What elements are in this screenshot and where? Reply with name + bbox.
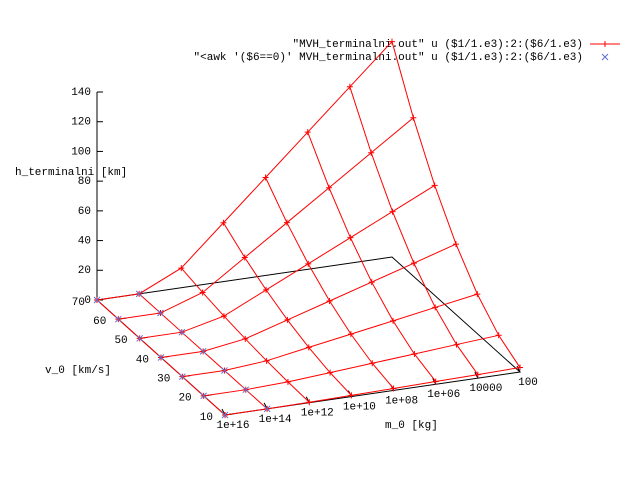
surface-point xyxy=(389,208,396,215)
surface-point xyxy=(411,350,418,357)
legend-label: "<awk '($6==0)' MVH_terminalni.out" u ($… xyxy=(194,52,583,64)
surface-point xyxy=(495,332,502,339)
surface-line xyxy=(160,243,457,358)
y-tick-label: 60 xyxy=(93,316,106,328)
surface-point xyxy=(262,174,269,181)
surface-line xyxy=(96,41,393,301)
surface-point xyxy=(347,234,354,241)
zero-point xyxy=(114,315,122,323)
zero-point xyxy=(178,373,186,381)
zero-point xyxy=(199,348,207,355)
x-tick-label: 1e+10 xyxy=(343,401,376,413)
surface-line xyxy=(139,184,435,339)
surface-point xyxy=(284,378,291,385)
surface-point xyxy=(390,317,397,324)
z-tick-label: 20 xyxy=(78,265,91,277)
surface-point xyxy=(474,291,481,298)
surface-point xyxy=(220,219,227,226)
surface-point xyxy=(347,331,354,338)
surface-point xyxy=(517,364,523,371)
zero-point xyxy=(135,290,143,298)
zero-point xyxy=(200,392,208,400)
surface-point xyxy=(348,392,355,399)
z-tick-label: 120 xyxy=(71,117,91,129)
y-axis-label: v_0 [km/s] xyxy=(45,365,111,377)
y-tick-label: 40 xyxy=(136,354,149,366)
surface-point xyxy=(390,385,397,392)
surface-point xyxy=(305,344,312,351)
y-tick-label: 10 xyxy=(200,412,213,424)
surface-point xyxy=(474,371,481,378)
zero-point xyxy=(221,411,229,419)
legend-marker xyxy=(602,41,608,47)
z-tick-label: 100 xyxy=(71,146,91,158)
surface-point xyxy=(305,260,312,267)
surface-point xyxy=(284,316,291,323)
x-tick-label: 10000 xyxy=(469,383,502,395)
surface-point xyxy=(432,304,439,311)
surface-line xyxy=(118,117,414,320)
surface-point xyxy=(283,219,290,226)
surface-point xyxy=(368,279,375,286)
surface-point xyxy=(410,260,417,267)
z-tick-label: 40 xyxy=(78,235,91,247)
z-axis-label: h_terminalni [km] xyxy=(15,167,127,179)
y-tick-label: 70 xyxy=(72,297,85,309)
surface-point xyxy=(242,335,249,342)
z-tick-label: 0 xyxy=(84,295,91,307)
x-tick-label: 1e+08 xyxy=(385,395,418,407)
y-tick-label: 30 xyxy=(157,374,170,386)
surface-line xyxy=(224,367,521,416)
surface-point xyxy=(369,360,376,367)
x-tick xyxy=(516,365,521,373)
z-tick-label: 140 xyxy=(71,87,91,99)
surface-point xyxy=(199,289,206,296)
x-tick-label: 1e+06 xyxy=(427,389,460,401)
surface-point xyxy=(453,241,459,248)
x-tick-label: 1e+14 xyxy=(259,414,292,426)
surface-point xyxy=(220,313,227,320)
legend-marker xyxy=(601,53,609,61)
z-tick-label: 60 xyxy=(78,206,91,218)
surface-point xyxy=(431,182,438,189)
surface-point xyxy=(327,369,334,376)
surface-point xyxy=(410,114,417,121)
surface-point xyxy=(241,254,248,261)
surface-point xyxy=(326,297,333,304)
surface-point xyxy=(326,184,333,191)
zero-point xyxy=(242,386,250,394)
x-axis-label: m_0 [kg] xyxy=(385,420,438,432)
zero-point xyxy=(93,296,101,304)
z-tick-label: 80 xyxy=(78,176,91,188)
x-tick-label: 100 xyxy=(518,377,538,389)
surface-point xyxy=(346,83,353,90)
surface-point xyxy=(263,286,270,293)
x-tick-label: 1e+16 xyxy=(216,420,249,432)
surface-point xyxy=(306,399,313,406)
zero-point xyxy=(263,405,271,413)
legend-label: "MVH_terminalni.out" u ($1/1.e3):2:($6/1… xyxy=(293,39,583,51)
zero-point xyxy=(178,328,186,336)
x-tick-label: 1e+12 xyxy=(301,408,334,420)
y-tick-label: 20 xyxy=(178,393,191,405)
zero-point xyxy=(157,309,164,317)
zero-point xyxy=(136,334,144,342)
surface-point xyxy=(453,341,460,348)
zero-point xyxy=(157,354,165,361)
surface-line xyxy=(203,334,499,397)
y-tick-label: 50 xyxy=(114,335,127,347)
surface-point xyxy=(432,378,439,385)
zero-point xyxy=(221,367,228,374)
surface-point xyxy=(263,357,270,364)
surface-point xyxy=(389,38,395,45)
surface-point xyxy=(368,149,375,156)
surface-point xyxy=(304,129,311,136)
surface-line xyxy=(182,293,478,378)
surface-point xyxy=(178,265,185,272)
